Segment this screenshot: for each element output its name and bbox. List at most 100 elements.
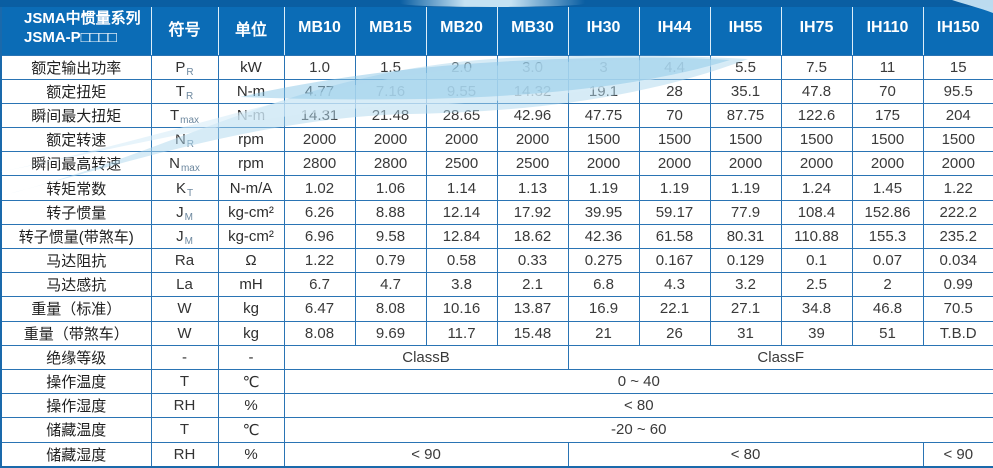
row-label: 瞬间最高转速 (0, 151, 152, 177)
value-cell: 235.2 (922, 223, 993, 250)
table-row: 瞬间最高转速 Nmax rpm 2800 2800 2500 2500 2000 2000 200… (0, 151, 993, 177)
span-value-cell: < 80 (283, 393, 993, 419)
value-cell: 2000 (709, 151, 782, 177)
value-cell: 1.5 (354, 54, 427, 80)
value-cell: 2000 (425, 127, 498, 153)
row-symbol: W (150, 320, 219, 346)
value-cell: 1.22 (283, 247, 356, 274)
value-cell: 2000 (638, 151, 711, 177)
table-row: 马达阻抗 Ra Ω 1.22 0.79 0.58 0.33 0.275 0.167 0.129 0.… (0, 247, 993, 274)
value-cell: 6.96 (283, 223, 356, 250)
value-cell: T.B.D (922, 320, 993, 346)
value-cell: 22.1 (638, 296, 711, 322)
table-row: 储藏温度 T ℃ -20 ~ 60 (0, 417, 993, 443)
table-row: 马达感抗 La mH 6.7 4.7 3.8 2.1 6.8 4.3 3.2 2.5 2 0.99 (0, 272, 993, 298)
value-cell: 21 (567, 320, 640, 346)
row-unit: N-m (217, 102, 285, 129)
value-cell: 95.5 (922, 78, 993, 104)
table-title-line1: JSMA中惯量系列 (24, 9, 141, 27)
value-cell: 0.167 (638, 247, 711, 274)
row-unit: % (217, 393, 285, 419)
span-value-cell: 0 ~ 40 (283, 368, 993, 395)
value-cell: 2000 (283, 127, 356, 153)
value-cell: 2000 (780, 151, 853, 177)
value-cell: 87.75 (709, 102, 782, 129)
value-cell: 46.8 (851, 296, 924, 322)
value-cell: 222.2 (922, 199, 993, 225)
value-cell: 21.48 (354, 102, 427, 129)
table-row: 操作温度 T ℃ 0 ~ 40 (0, 368, 993, 395)
row-unit: ℃ (217, 368, 285, 395)
value-cell: 39 (780, 320, 853, 346)
value-cell: 152.86 (851, 199, 924, 225)
row-unit: kg-cm² (217, 199, 285, 225)
value-cell: 0.99 (922, 272, 993, 298)
span-value-cell: ClassF (567, 344, 993, 370)
column-header-model: IH30 (567, 0, 640, 56)
row-label: 重量（带煞车） (0, 320, 152, 346)
table-row: 储藏湿度 RH% < 90 < 80 < 90 (0, 441, 993, 468)
value-cell: 1.0 (283, 54, 356, 80)
value-cell: 42.36 (567, 223, 640, 250)
row-symbol: La (150, 272, 219, 298)
value-cell: 3.2 (709, 272, 782, 298)
value-cell: 9.69 (354, 320, 427, 346)
value-cell: 5.5 (709, 54, 782, 80)
row-unit: - (217, 344, 285, 370)
row-symbol: RH (150, 441, 219, 468)
table-row: 额定转速 NR rpm 2000 2000 2000 2000 1500 1500 1500 150… (0, 127, 993, 153)
value-cell: 70 (851, 78, 924, 104)
row-symbol: Ra (150, 247, 219, 274)
row-label: 绝缘等级 (0, 344, 152, 370)
row-unit: Ω (217, 247, 285, 274)
value-cell: 12.14 (425, 199, 498, 225)
row-unit: rpm (217, 151, 285, 177)
value-cell: 6.7 (283, 272, 356, 298)
row-symbol: Tmax (150, 102, 219, 129)
row-label: 额定扭矩 (0, 78, 152, 104)
row-label: 储藏温度 (0, 417, 152, 443)
value-cell: 6.8 (567, 272, 640, 298)
value-cell: 77.9 (709, 199, 782, 225)
value-cell: 47.75 (567, 102, 640, 129)
row-symbol: JM (150, 223, 219, 250)
value-cell: 4.77 (283, 78, 356, 104)
column-header-model: IH110 (851, 0, 924, 56)
value-cell: 13.87 (496, 296, 569, 322)
value-cell: 34.8 (780, 296, 853, 322)
value-cell: 1500 (567, 127, 640, 153)
row-label: 重量（标准） (0, 296, 152, 322)
table-title: JSMA中惯量系列 JSMA-P□□□□ (0, 0, 152, 56)
value-cell: 4.7 (354, 272, 427, 298)
value-cell: 1500 (922, 127, 993, 153)
row-label: 瞬间最大扭矩 (0, 102, 152, 129)
row-symbol: JM (150, 199, 219, 225)
row-symbol: NR (150, 127, 219, 153)
span-value-cell: < 90 (922, 441, 993, 468)
row-unit: N-m (217, 78, 285, 104)
value-cell: 1.14 (425, 175, 498, 201)
column-header-unit: 单位 (217, 0, 285, 56)
value-cell: 31 (709, 320, 782, 346)
value-cell: 7.16 (354, 78, 427, 104)
row-symbol: PR (150, 54, 219, 80)
value-cell: 7.5 (780, 54, 853, 80)
column-header-symbol: 符号 (150, 0, 219, 56)
value-cell: 4.3 (638, 272, 711, 298)
value-cell: 2500 (496, 151, 569, 177)
value-cell: 2500 (425, 151, 498, 177)
value-cell: 2.5 (780, 272, 853, 298)
value-cell: 1.02 (283, 175, 356, 201)
table-row: 转子惯量(带煞车) JM kg-cm² 6.96 9.58 12.84 18.62 42.36… (0, 223, 993, 250)
value-cell: 14.31 (283, 102, 356, 129)
span-value-cell: < 80 (567, 441, 924, 468)
value-cell: 1.19 (567, 175, 640, 201)
value-cell: 2000 (922, 151, 993, 177)
value-cell: 2000 (567, 151, 640, 177)
row-label: 转子惯量(带煞车) (0, 223, 152, 250)
row-unit: rpm (217, 127, 285, 153)
row-symbol: T (150, 368, 219, 395)
header-row: JSMA中惯量系列 JSMA-P□□□□ 符号 单位 MB10 MB15 MB20 M… (0, 0, 993, 56)
